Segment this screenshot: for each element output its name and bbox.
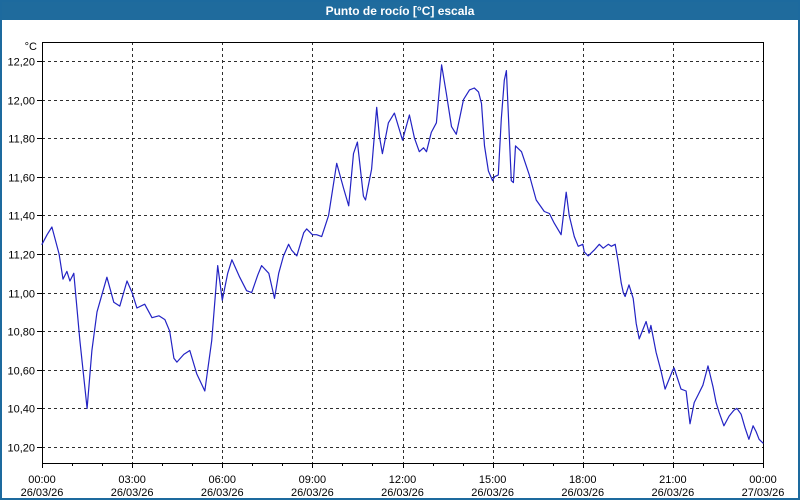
x-axis-time-label: 03:00 (118, 474, 146, 486)
x-axis-time-label: 21:00 (659, 474, 687, 486)
x-axis-date-label: 26/03/26 (21, 487, 64, 499)
y-axis-tick-label: 11,80 (8, 134, 35, 146)
y-axis-tick-label: 11,60 (8, 173, 35, 185)
x-axis-date-label: 26/03/26 (111, 487, 154, 499)
x-axis-time-label: 18:00 (569, 474, 597, 486)
y-axis-tick-label: 11,20 (8, 250, 35, 262)
y-axis-tick-label: 11,40 (8, 211, 35, 223)
x-axis-time-label: 00:00 (749, 474, 777, 486)
y-axis-tick-label: 12,20 (7, 57, 35, 69)
x-axis-date-label: 26/03/26 (561, 487, 604, 499)
x-axis-date-label: 26/03/26 (651, 487, 694, 499)
x-axis-time-label: 00:00 (28, 474, 56, 486)
x-axis-date-label: 26/03/26 (381, 487, 424, 499)
y-axis-tick-label: 10,60 (7, 366, 35, 378)
y-axis-unit-label: °C (25, 41, 37, 53)
chart-title: Punto de rocío [°C] escala (325, 4, 475, 18)
x-axis-date-label: 26/03/26 (471, 487, 514, 499)
x-axis-time-label: 06:00 (208, 474, 236, 486)
y-axis-tick-label: 12,00 (7, 96, 35, 108)
y-axis-tick-label: 11,00 (8, 289, 35, 301)
x-axis-date-label: 26/03/26 (291, 487, 334, 499)
x-axis-date-label: 26/03/26 (201, 487, 244, 499)
dew-point-line-chart: 12,20 12,00 11,80 11,60 11,40 11,20 11,00 10,80… (7, 41, 785, 499)
chart-area: 12,20 12,00 11,80 11,60 11,40 11,20 11,00 10,80… (4, 22, 798, 499)
y-axis-tick-label: 10,80 (7, 327, 35, 339)
y-axis-tick-label: 10,40 (7, 404, 35, 416)
x-axis-date-label: 27/03/26 (742, 487, 785, 499)
x-axis-time-label: 15:00 (479, 474, 507, 486)
dew-point-series-line (41, 64, 764, 444)
x-axis-time-label: 12:00 (389, 474, 417, 486)
y-axis-tick-label: 10,20 (7, 443, 35, 455)
title-bar: Punto de rocío [°C] escala (2, 2, 798, 20)
x-axis-time-label: 09:00 (299, 474, 327, 486)
